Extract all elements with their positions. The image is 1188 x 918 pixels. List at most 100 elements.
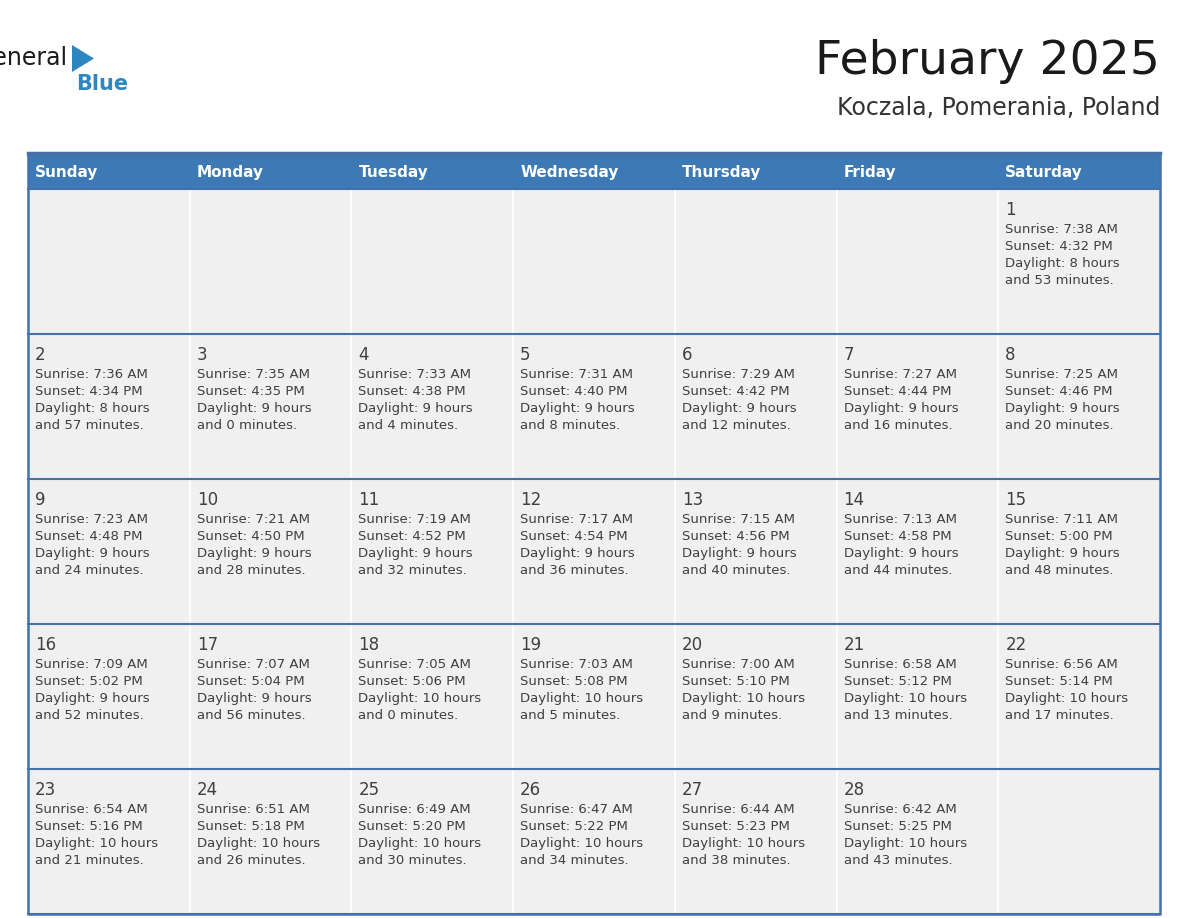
Bar: [190, 189, 352, 334]
Text: Sunset: 5:12 PM: Sunset: 5:12 PM: [843, 675, 952, 688]
Text: and 17 minutes.: and 17 minutes.: [1005, 709, 1114, 722]
Text: Sunset: 4:42 PM: Sunset: 4:42 PM: [682, 385, 790, 398]
Text: Sunset: 5:00 PM: Sunset: 5:00 PM: [1005, 530, 1113, 543]
Text: Sunset: 5:06 PM: Sunset: 5:06 PM: [359, 675, 466, 688]
Bar: [675, 769, 836, 914]
Text: Daylight: 10 hours: Daylight: 10 hours: [1005, 692, 1129, 705]
Text: and 24 minutes.: and 24 minutes.: [34, 564, 144, 577]
Text: Daylight: 10 hours: Daylight: 10 hours: [34, 837, 158, 850]
Bar: [513, 189, 675, 334]
Bar: [29, 624, 190, 769]
Text: 12: 12: [520, 491, 542, 509]
Bar: [836, 334, 998, 479]
Text: Sunrise: 7:13 AM: Sunrise: 7:13 AM: [843, 513, 956, 526]
Bar: [836, 479, 998, 624]
Text: Daylight: 9 hours: Daylight: 9 hours: [34, 692, 150, 705]
Text: and 36 minutes.: and 36 minutes.: [520, 564, 628, 577]
Text: Sunset: 4:48 PM: Sunset: 4:48 PM: [34, 530, 143, 543]
Text: and 0 minutes.: and 0 minutes.: [359, 709, 459, 722]
Text: Sunset: 4:56 PM: Sunset: 4:56 PM: [682, 530, 790, 543]
Text: Sunset: 5:25 PM: Sunset: 5:25 PM: [843, 820, 952, 833]
Bar: [675, 155, 836, 189]
Text: and 13 minutes.: and 13 minutes.: [843, 709, 953, 722]
Text: Sunrise: 6:42 AM: Sunrise: 6:42 AM: [843, 803, 956, 816]
Text: Sunrise: 7:15 AM: Sunrise: 7:15 AM: [682, 513, 795, 526]
Text: Sunrise: 7:35 AM: Sunrise: 7:35 AM: [197, 368, 310, 381]
Bar: [836, 189, 998, 334]
Bar: [998, 334, 1159, 479]
Text: Tuesday: Tuesday: [359, 164, 428, 180]
Text: Sunset: 5:10 PM: Sunset: 5:10 PM: [682, 675, 790, 688]
Bar: [352, 334, 513, 479]
Bar: [352, 155, 513, 189]
Text: Sunday: Sunday: [34, 164, 99, 180]
Text: Sunrise: 7:03 AM: Sunrise: 7:03 AM: [520, 658, 633, 671]
Text: and 44 minutes.: and 44 minutes.: [843, 564, 952, 577]
Text: Sunset: 4:58 PM: Sunset: 4:58 PM: [843, 530, 952, 543]
Bar: [675, 334, 836, 479]
Bar: [29, 155, 190, 189]
Bar: [675, 624, 836, 769]
Text: 2: 2: [34, 346, 45, 364]
Text: Daylight: 10 hours: Daylight: 10 hours: [197, 837, 320, 850]
Text: and 0 minutes.: and 0 minutes.: [197, 419, 297, 432]
Text: Daylight: 10 hours: Daylight: 10 hours: [520, 692, 643, 705]
Text: Sunset: 4:32 PM: Sunset: 4:32 PM: [1005, 240, 1113, 253]
Text: Sunset: 4:44 PM: Sunset: 4:44 PM: [843, 385, 952, 398]
Text: Sunrise: 6:44 AM: Sunrise: 6:44 AM: [682, 803, 795, 816]
Text: Daylight: 9 hours: Daylight: 9 hours: [520, 402, 634, 415]
Text: Saturday: Saturday: [1005, 164, 1083, 180]
Bar: [836, 155, 998, 189]
Text: February 2025: February 2025: [815, 39, 1159, 84]
Bar: [513, 769, 675, 914]
Text: Sunrise: 6:54 AM: Sunrise: 6:54 AM: [34, 803, 147, 816]
Text: 7: 7: [843, 346, 854, 364]
Text: Sunrise: 7:29 AM: Sunrise: 7:29 AM: [682, 368, 795, 381]
Bar: [29, 769, 190, 914]
Text: 16: 16: [34, 636, 56, 654]
Text: Daylight: 9 hours: Daylight: 9 hours: [34, 547, 150, 560]
Polygon shape: [72, 45, 94, 72]
Text: Sunrise: 7:11 AM: Sunrise: 7:11 AM: [1005, 513, 1118, 526]
Text: Sunrise: 7:00 AM: Sunrise: 7:00 AM: [682, 658, 795, 671]
Text: 21: 21: [843, 636, 865, 654]
Bar: [29, 189, 190, 334]
Text: Sunset: 5:16 PM: Sunset: 5:16 PM: [34, 820, 143, 833]
Text: Sunrise: 7:09 AM: Sunrise: 7:09 AM: [34, 658, 147, 671]
Text: Sunrise: 7:05 AM: Sunrise: 7:05 AM: [359, 658, 472, 671]
Bar: [190, 769, 352, 914]
Text: and 4 minutes.: and 4 minutes.: [359, 419, 459, 432]
Text: Daylight: 10 hours: Daylight: 10 hours: [359, 692, 481, 705]
Text: and 21 minutes.: and 21 minutes.: [34, 854, 144, 867]
Text: Sunset: 4:34 PM: Sunset: 4:34 PM: [34, 385, 143, 398]
Text: Daylight: 9 hours: Daylight: 9 hours: [197, 402, 311, 415]
Text: 15: 15: [1005, 491, 1026, 509]
Text: Daylight: 9 hours: Daylight: 9 hours: [1005, 402, 1120, 415]
Text: Sunrise: 7:23 AM: Sunrise: 7:23 AM: [34, 513, 148, 526]
Bar: [998, 624, 1159, 769]
Text: 24: 24: [197, 781, 217, 799]
Text: and 12 minutes.: and 12 minutes.: [682, 419, 790, 432]
Bar: [190, 479, 352, 624]
Text: 25: 25: [359, 781, 379, 799]
Text: Sunset: 5:22 PM: Sunset: 5:22 PM: [520, 820, 628, 833]
Text: Daylight: 9 hours: Daylight: 9 hours: [359, 402, 473, 415]
Text: Daylight: 10 hours: Daylight: 10 hours: [843, 692, 967, 705]
Text: Monday: Monday: [197, 164, 264, 180]
Text: Daylight: 10 hours: Daylight: 10 hours: [682, 692, 805, 705]
Text: Daylight: 10 hours: Daylight: 10 hours: [843, 837, 967, 850]
Bar: [190, 155, 352, 189]
Text: Sunset: 4:54 PM: Sunset: 4:54 PM: [520, 530, 627, 543]
Text: 19: 19: [520, 636, 542, 654]
Text: and 40 minutes.: and 40 minutes.: [682, 564, 790, 577]
Text: and 57 minutes.: and 57 minutes.: [34, 419, 144, 432]
Text: Daylight: 9 hours: Daylight: 9 hours: [682, 547, 796, 560]
Text: Blue: Blue: [76, 74, 128, 94]
Text: 17: 17: [197, 636, 217, 654]
Bar: [513, 624, 675, 769]
Text: and 43 minutes.: and 43 minutes.: [843, 854, 953, 867]
Bar: [190, 624, 352, 769]
Text: Sunset: 4:50 PM: Sunset: 4:50 PM: [197, 530, 304, 543]
Text: Sunrise: 7:27 AM: Sunrise: 7:27 AM: [843, 368, 956, 381]
Bar: [998, 155, 1159, 189]
